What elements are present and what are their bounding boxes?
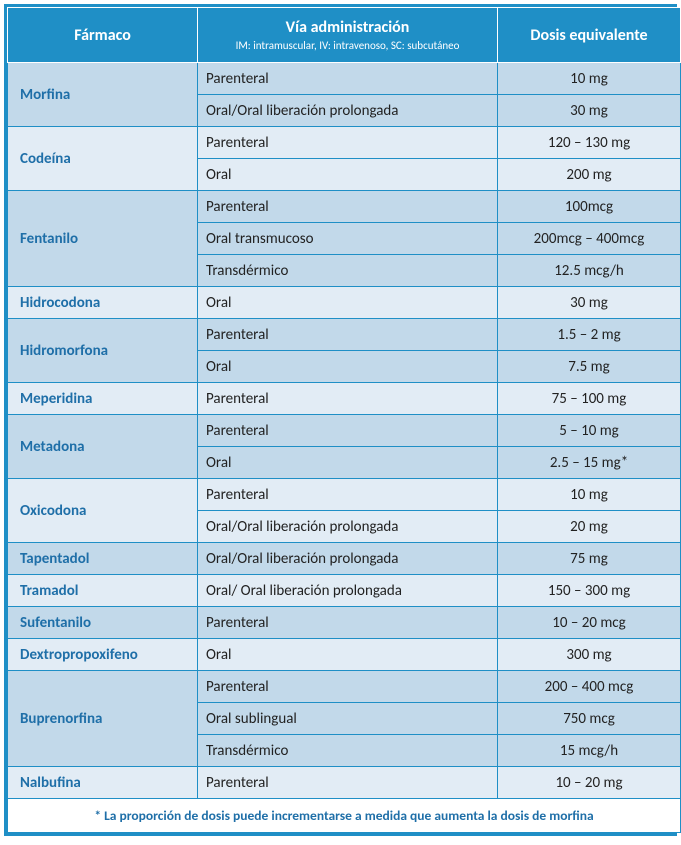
table-row: FentaniloParenteral100mcg [8,191,681,223]
dose-cell: 75 – 100 mg [498,383,681,415]
table-body: MorfinaParenteral10 mgOral/Oral liberaci… [8,63,681,833]
dose-cell: 750 mcg [498,703,681,735]
dose-cell: 120 – 130 mg [498,127,681,159]
route-cell: Oral/ Oral liberación prolongada [198,575,498,607]
dose-cell: 2.5 – 15 mg* [498,447,681,479]
drug-name-cell: Oxicodona [8,479,198,543]
data-table: Fármaco Vía administración IM: intramusc… [7,7,681,833]
dose-cell: 150 – 300 mg [498,575,681,607]
drug-name-cell: Metadona [8,415,198,479]
table-row: TapentadolOral/Oral liberación prolongad… [8,543,681,575]
drug-name-cell: Hidromorfona [8,319,198,383]
route-cell: Transdérmico [198,255,498,287]
header-route-main: Vía administración [286,18,410,37]
drug-name-cell: Fentanilo [8,191,198,287]
dose-cell: 1.5 – 2 mg [498,319,681,351]
table-row: HidrocodonaOral30 mg [8,287,681,319]
dose-cell: 20 mg [498,511,681,543]
route-cell: Parenteral [198,383,498,415]
drug-name-cell: Hidrocodona [8,287,198,319]
dose-cell: 75 mg [498,543,681,575]
route-cell: Parenteral [198,63,498,95]
dose-cell: 10 – 20 mg [498,767,681,799]
dose-cell: 10 mg [498,479,681,511]
route-cell: Oral [198,159,498,191]
route-cell: Oral [198,639,498,671]
drug-name-cell: Buprenorfina [8,671,198,767]
table-row: OxicodonaParenteral10 mg [8,479,681,511]
drug-name-cell: Codeína [8,127,198,191]
header-route-sub: IM: intramuscular, IV: intravenoso, SC: … [204,39,491,52]
table-row: NalbufinaParenteral10 – 20 mg [8,767,681,799]
drug-name-cell: Meperidina [8,383,198,415]
route-cell: Parenteral [198,479,498,511]
table-row: MetadonaParenteral5 – 10 mg [8,415,681,447]
opioid-equivalence-table: Fármaco Vía administración IM: intramusc… [4,4,677,836]
route-cell: Oral [198,287,498,319]
route-cell: Oral/Oral liberación prolongada [198,511,498,543]
drug-name-cell: Nalbufina [8,767,198,799]
drug-name-cell: Dextropropoxifeno [8,639,198,671]
route-cell: Transdérmico [198,735,498,767]
route-cell: Oral [198,447,498,479]
dose-cell: 15 mcg/h [498,735,681,767]
drug-name-cell: Sufentanilo [8,607,198,639]
table-row: CodeínaParenteral120 – 130 mg [8,127,681,159]
footnote-text: * La proporción de dosis puede increment… [8,799,681,833]
route-cell: Oral/Oral liberación prolongada [198,543,498,575]
footnote-row: * La proporción de dosis puede increment… [8,799,681,833]
dose-cell: 10 mg [498,63,681,95]
header-route: Vía administración IM: intramuscular, IV… [198,8,498,63]
dose-cell: 200mcg – 400mcg [498,223,681,255]
header-drug: Fármaco [8,8,198,63]
dose-cell: 10 – 20 mcg [498,607,681,639]
table-row: MeperidinaParenteral75 – 100 mg [8,383,681,415]
dose-cell: 30 mg [498,287,681,319]
header-row: Fármaco Vía administración IM: intramusc… [8,8,681,63]
dose-cell: 12.5 mcg/h [498,255,681,287]
route-cell: Oral [198,351,498,383]
route-cell: Oral sublingual [198,703,498,735]
table-row: BuprenorfinaParenteral200 – 400 mcg [8,671,681,703]
dose-cell: 5 – 10 mg [498,415,681,447]
dose-cell: 7.5 mg [498,351,681,383]
dose-cell: 100mcg [498,191,681,223]
drug-name-cell: Morfina [8,63,198,127]
route-cell: Parenteral [198,415,498,447]
route-cell: Parenteral [198,319,498,351]
route-cell: Parenteral [198,127,498,159]
table-row: TramadolOral/ Oral liberación prolongada… [8,575,681,607]
dose-cell: 30 mg [498,95,681,127]
route-cell: Parenteral [198,607,498,639]
dose-cell: 200 – 400 mcg [498,671,681,703]
table-row: DextropropoxifenoOral300 mg [8,639,681,671]
table-row: MorfinaParenteral10 mg [8,63,681,95]
table-row: HidromorfonaParenteral1.5 – 2 mg [8,319,681,351]
table-row: SufentaniloParenteral10 – 20 mcg [8,607,681,639]
drug-name-cell: Tapentadol [8,543,198,575]
route-cell: Parenteral [198,671,498,703]
route-cell: Oral/Oral liberación prolongada [198,95,498,127]
header-dose: Dosis equivalente [498,8,681,63]
drug-name-cell: Tramadol [8,575,198,607]
route-cell: Parenteral [198,767,498,799]
route-cell: Oral transmucoso [198,223,498,255]
dose-cell: 200 mg [498,159,681,191]
dose-cell: 300 mg [498,639,681,671]
route-cell: Parenteral [198,191,498,223]
